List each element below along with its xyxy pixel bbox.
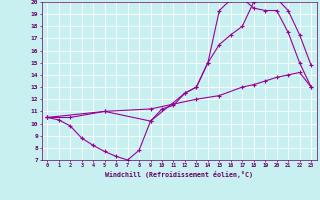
X-axis label: Windchill (Refroidissement éolien,°C): Windchill (Refroidissement éolien,°C) (105, 171, 253, 178)
